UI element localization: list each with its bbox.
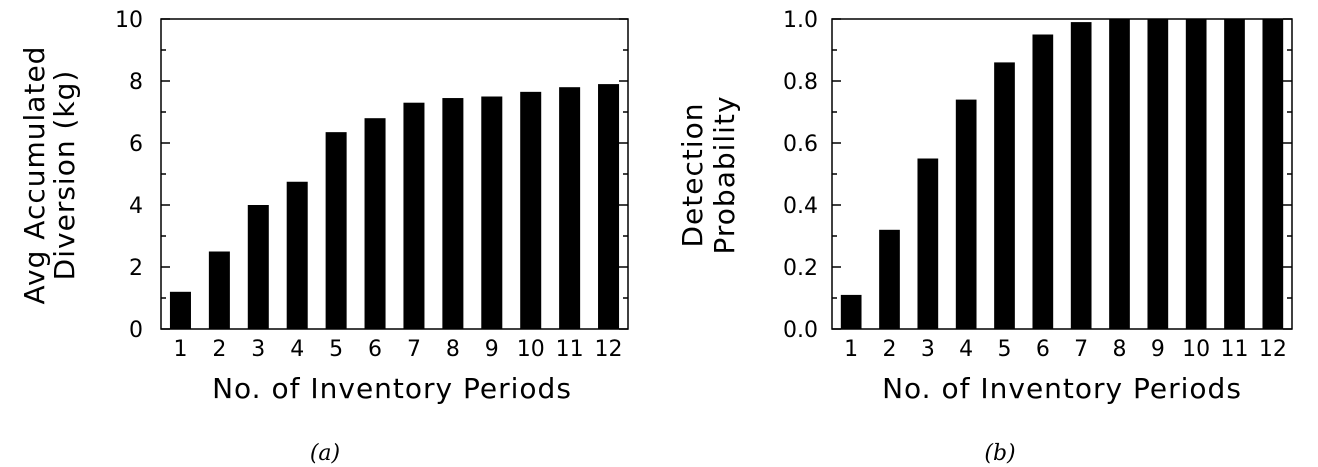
bars [169, 84, 620, 329]
y-tick-label: 0.2 [783, 256, 818, 281]
bar [481, 96, 503, 329]
x-tick-label: 1 [844, 337, 858, 362]
bar [403, 102, 425, 329]
x-tick-label: 7 [1074, 337, 1088, 362]
tick-marks [832, 18, 1292, 330]
y-axis-label-line-1: Detection [676, 102, 709, 247]
plot-frame [160, 18, 629, 330]
bars [840, 19, 1284, 330]
y-tick-label: 1.0 [783, 8, 818, 33]
y-tick-label: 0.8 [783, 70, 818, 95]
x-tick-label: 6 [368, 337, 382, 362]
x-tick-label: 2 [883, 337, 897, 362]
x-tick-label: 7 [407, 337, 421, 362]
y-tick-label: 10 [115, 8, 143, 33]
y-axis-label-line-2: Probability [708, 95, 741, 254]
x-tick-labels: 1 2 3 4 5 6 7 8 9 10 11 12 [844, 337, 1287, 362]
bar [1185, 19, 1207, 329]
bar [879, 229, 900, 329]
x-tick-label: 10 [1182, 337, 1210, 362]
bar [169, 291, 191, 329]
plot-frame [831, 18, 1293, 330]
x-tick-label: 5 [998, 337, 1012, 362]
bar [520, 91, 542, 329]
x-tick-label: 6 [1036, 337, 1050, 362]
y-tick-labels: 0 2 4 6 8 10 [115, 8, 143, 343]
bar [208, 251, 230, 329]
tick-marks [161, 18, 628, 330]
bar [598, 84, 620, 329]
x-tick-label: 3 [921, 337, 935, 362]
x-tick-label: 4 [290, 337, 304, 362]
x-tick-label: 12 [1259, 337, 1287, 362]
y-axis-label-line-1: Avg Accumulated [18, 46, 51, 305]
bar [955, 99, 977, 329]
x-tick-label: 8 [446, 337, 460, 362]
bar [1147, 19, 1169, 329]
bar [840, 294, 862, 329]
bar [994, 62, 1015, 330]
bar [1032, 34, 1054, 329]
y-tick-label: 4 [129, 194, 143, 219]
x-tick-label: 3 [251, 337, 265, 362]
bar [1109, 19, 1130, 329]
y-tick-label: 2 [129, 256, 143, 281]
x-tick-label: 1 [173, 337, 187, 362]
bar [286, 181, 308, 329]
x-tick-label: 5 [329, 337, 343, 362]
x-axis-label: No. of Inventory Periods [212, 372, 572, 405]
y-tick-label: 0.6 [783, 132, 818, 157]
y-tick-label: 8 [129, 70, 143, 95]
y-tick-label: 0 [129, 318, 143, 343]
x-tick-label: 12 [595, 337, 623, 362]
x-tick-label: 2 [212, 337, 226, 362]
bar [1262, 19, 1284, 329]
bar [325, 132, 347, 329]
x-tick-label: 11 [1221, 337, 1249, 362]
y-axis-label-line-2: Diversion (kg) [48, 70, 81, 281]
y-tick-label: 0.4 [783, 194, 818, 219]
x-axis-label: No. of Inventory Periods [882, 372, 1242, 405]
y-tick-label: 6 [129, 132, 143, 157]
bar [442, 98, 464, 329]
bar [1224, 19, 1245, 329]
figure-caption: (b) [984, 441, 1015, 466]
x-tick-label: 4 [959, 337, 973, 362]
x-tick-label: 11 [556, 337, 584, 362]
bar [559, 87, 581, 329]
figure-caption: (a) [310, 441, 340, 466]
x-tick-label: 9 [1151, 337, 1165, 362]
bar [1070, 22, 1092, 329]
y-tick-labels: 0.0 0.2 0.4 0.6 0.8 1.0 [783, 8, 818, 343]
bar [364, 118, 386, 329]
x-tick-label: 8 [1113, 337, 1127, 362]
x-tick-labels: 1 2 3 4 5 6 7 8 9 10 11 12 [173, 337, 622, 362]
bar [917, 158, 939, 329]
chart-panel-a: Avg Accumulated Diversion (kg) 0 2 4 6 8 10 1… [18, 8, 629, 466]
x-tick-label: 10 [517, 337, 545, 362]
y-tick-label: 0.0 [783, 318, 818, 343]
x-tick-label: 9 [485, 337, 499, 362]
chart-panel-b: Detection Probability 0.0 0.2 0.4 0.6 0.8 1.0… [676, 8, 1293, 466]
bar [247, 205, 269, 329]
